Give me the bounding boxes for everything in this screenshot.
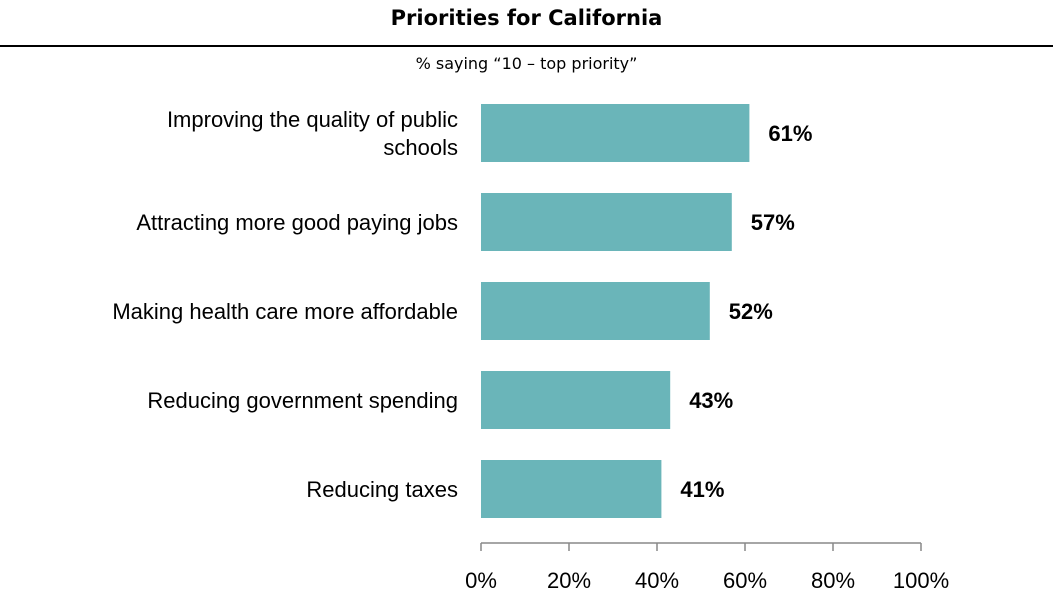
x-tick-label-3: 60% [723,568,767,593]
chart-subtitle: % saying “10 – top priority” [415,54,638,73]
category-label-3: Reducing government spending [147,388,458,413]
x-tick-label-1: 20% [547,568,591,593]
title-divider [0,45,1053,47]
data-label-0: 61% [768,121,812,146]
data-label-3: 43% [689,388,733,413]
category-label-2: Making health care more affordable [112,299,458,324]
category-label-4: Reducing taxes [306,477,458,502]
x-tick-label-2: 40% [635,568,679,593]
data-label-1: 57% [751,210,795,235]
category-label-1: Attracting more good paying jobs [136,210,458,235]
x-tick-label-5: 100% [893,568,949,593]
category-label-0-line-0: Improving the quality of public [167,107,458,132]
category-label-0-line-1: schools [383,135,458,160]
chart-title: Priorities for California [390,6,663,30]
bar-4 [481,460,662,518]
bar-2 [481,282,710,340]
bar-1 [481,193,732,251]
x-tick-label-4: 80% [811,568,855,593]
data-label-4: 41% [680,477,724,502]
bar-0 [481,104,750,162]
x-tick-label-0: 0% [465,568,497,593]
data-label-2: 52% [729,299,773,324]
bar-3 [481,371,671,429]
